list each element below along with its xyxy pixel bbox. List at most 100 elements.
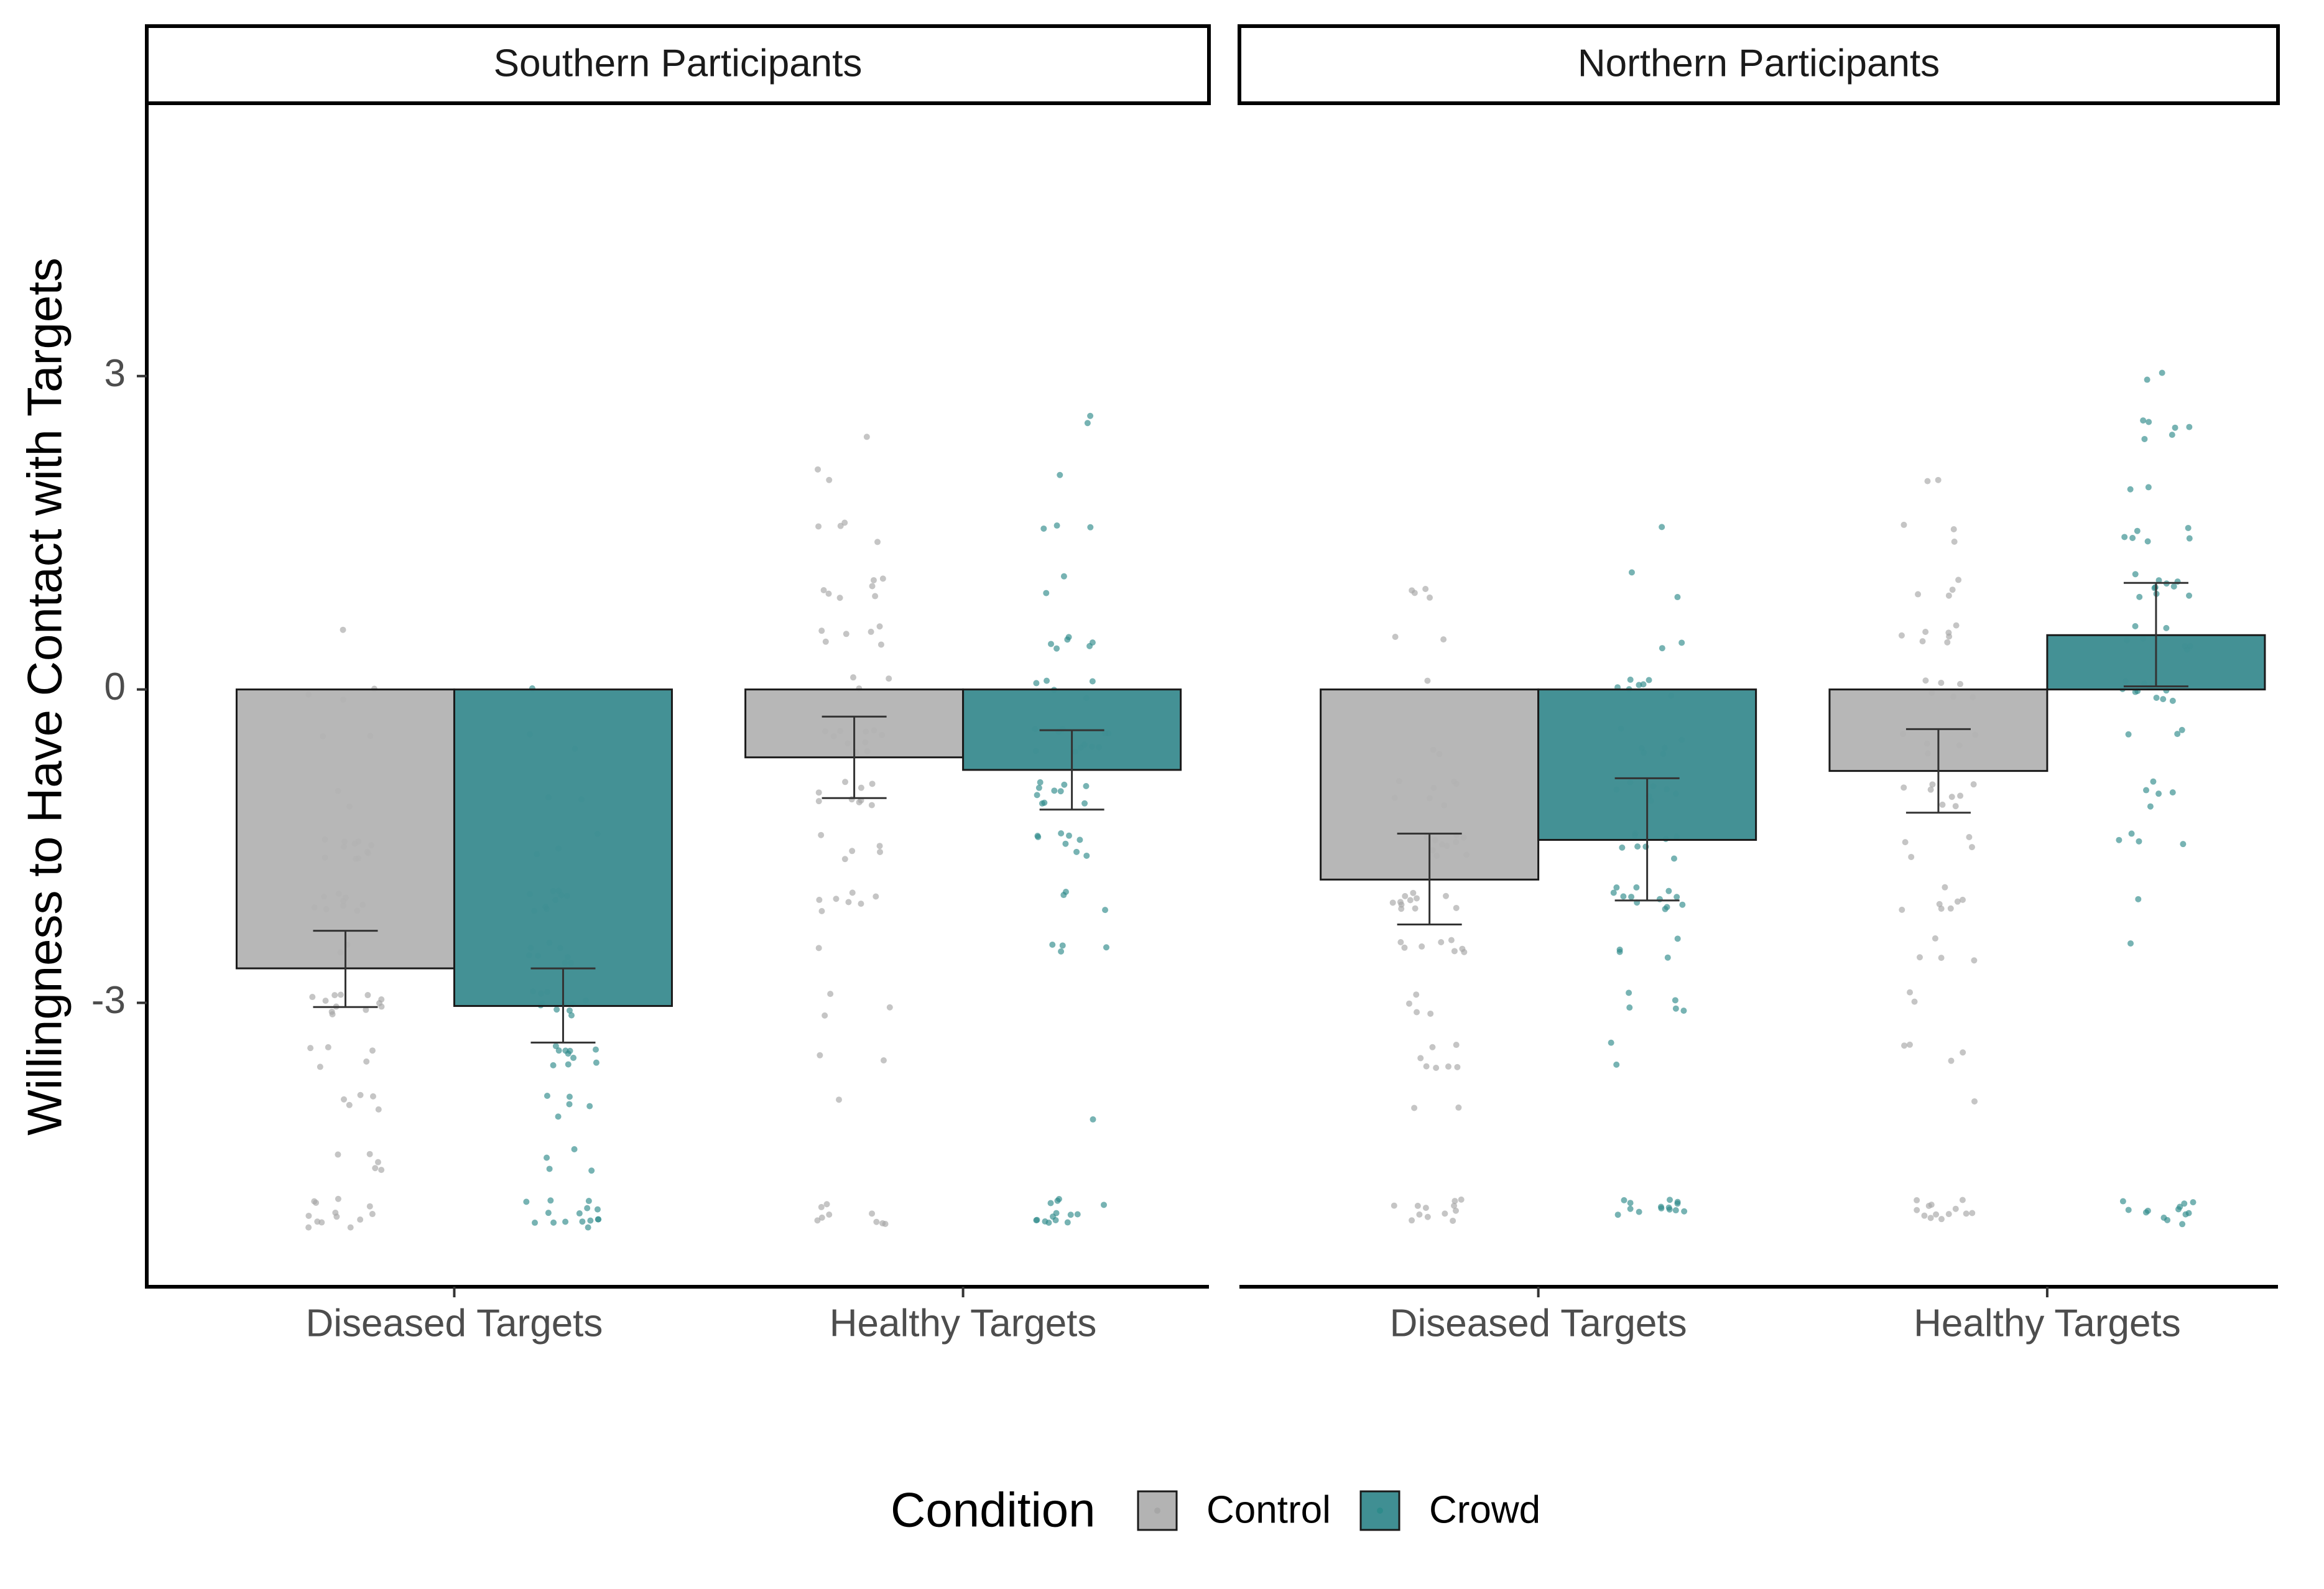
data-point <box>366 1151 373 1157</box>
data-point <box>833 896 840 902</box>
data-point <box>553 1006 560 1013</box>
data-point <box>1952 1205 1959 1212</box>
data-point <box>1971 957 1978 964</box>
data-point <box>1646 677 1652 683</box>
data-point <box>1034 832 1041 839</box>
data-point <box>1459 945 1466 952</box>
data-point <box>879 1220 886 1226</box>
data-point <box>1938 1216 1945 1223</box>
data-point <box>1908 853 1915 860</box>
data-point <box>2169 789 2176 796</box>
data-point <box>2186 424 2193 430</box>
data-point <box>1938 955 1945 961</box>
data-point <box>1084 420 1091 427</box>
data-point <box>818 628 825 634</box>
data-point <box>1067 1211 1074 1218</box>
data-point <box>1665 887 1672 894</box>
data-point <box>1959 1197 1966 1203</box>
x-tick-label: Diseased Targets <box>306 1302 603 1345</box>
data-point <box>1057 788 1064 795</box>
data-point <box>2160 696 2167 703</box>
data-point <box>357 1216 364 1223</box>
data-point <box>2140 417 2147 424</box>
data-point <box>1064 1219 1071 1226</box>
data-point <box>815 466 822 473</box>
data-point <box>347 1224 354 1231</box>
data-point <box>1626 1004 1633 1011</box>
data-point <box>1951 539 1958 545</box>
data-point <box>2190 1199 2197 1206</box>
data-point <box>1948 1057 1955 1064</box>
data-point <box>566 1093 573 1100</box>
data-point <box>1401 944 1408 951</box>
data-point <box>815 523 822 530</box>
legend-key-point <box>1377 1508 1383 1514</box>
data-point <box>2119 1198 2126 1205</box>
data-point <box>1659 645 1665 652</box>
data-point <box>1664 954 1671 961</box>
data-point <box>555 1113 562 1120</box>
data-point <box>325 1044 331 1050</box>
data-point <box>2127 486 2134 493</box>
data-point <box>1424 1213 1431 1220</box>
data-point <box>2142 1209 2149 1216</box>
data-point <box>311 1198 318 1205</box>
data-point <box>594 1206 601 1213</box>
data-point <box>1407 897 1414 904</box>
data-point <box>1451 1198 1458 1205</box>
data-point <box>1087 524 1094 530</box>
data-point <box>307 1045 314 1052</box>
data-point <box>1960 1049 1966 1056</box>
data-point <box>329 1011 336 1017</box>
data-point <box>1627 1200 1634 1207</box>
data-point <box>1966 833 1973 840</box>
data-point <box>886 675 892 682</box>
data-point <box>1047 1200 1054 1207</box>
data-point <box>858 784 864 791</box>
y-axis-title: Willingness to Have Contact with Targets <box>17 257 72 1136</box>
data-point <box>1949 586 1956 593</box>
facet-strip-label: Southern Participants <box>494 42 863 85</box>
data-point <box>2116 836 2123 843</box>
data-point <box>1935 476 1942 483</box>
data-point <box>2147 803 2154 810</box>
data-point <box>1060 573 1067 580</box>
data-point <box>1087 412 1094 419</box>
legend-key-crowd <box>1359 1490 1400 1531</box>
data-point <box>587 1217 594 1224</box>
data-point <box>2169 697 2176 704</box>
data-point <box>820 587 827 594</box>
data-point <box>1057 471 1063 478</box>
data-point <box>378 1167 385 1174</box>
legend-label-crowd: Crowd <box>1429 1488 1540 1531</box>
data-point <box>1414 1202 1421 1209</box>
data-point <box>317 1063 323 1070</box>
data-point <box>1427 1010 1434 1017</box>
data-point <box>305 1224 312 1231</box>
data-point <box>545 1210 552 1216</box>
data-point <box>873 1218 880 1225</box>
data-point <box>1927 1215 1934 1221</box>
data-point <box>841 519 848 526</box>
data-point <box>1397 938 1404 945</box>
data-point <box>363 1058 370 1065</box>
data-point <box>1040 525 1047 532</box>
data-point <box>1954 898 1961 905</box>
data-point <box>1450 1217 1456 1224</box>
data-point <box>322 998 329 1004</box>
data-point <box>1945 1211 1952 1218</box>
data-point <box>544 1154 550 1161</box>
data-point <box>1901 1042 1908 1049</box>
data-point <box>1640 681 1647 688</box>
data-point <box>1037 779 1044 785</box>
data-point <box>593 1046 600 1053</box>
data-point <box>2174 731 2181 738</box>
data-point <box>822 638 829 645</box>
data-point <box>2134 527 2141 534</box>
data-point <box>585 1224 591 1231</box>
data-point <box>1608 1039 1614 1046</box>
data-point <box>1445 1063 1451 1070</box>
data-point <box>1100 1202 1107 1208</box>
data-point <box>1670 855 1677 862</box>
